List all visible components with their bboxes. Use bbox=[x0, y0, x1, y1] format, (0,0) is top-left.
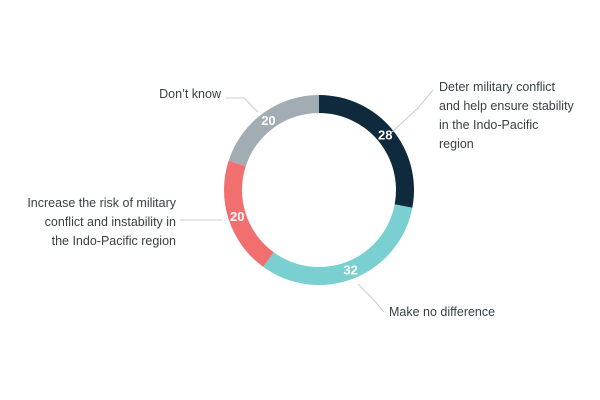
leader-lines bbox=[180, 89, 434, 313]
category-labels: Deter military conflict and help ensure s… bbox=[27, 80, 574, 319]
category-label-line: Increase the risk of military bbox=[27, 196, 176, 210]
slice-make-no-difference bbox=[263, 204, 413, 286]
value-label-make-no-difference: 32 bbox=[343, 262, 357, 277]
category-label-make-no-difference: Make no difference bbox=[389, 305, 495, 319]
category-label-line: Don’t know bbox=[159, 87, 222, 101]
leader-line-make-no-difference bbox=[357, 283, 385, 313]
donut-slices bbox=[224, 95, 415, 286]
category-label-line: in the Indo-Pacific bbox=[439, 118, 538, 132]
slice-increase-the-risk-of-military-conflict-and-instability-in-the-indo-pacific-region bbox=[224, 160, 274, 267]
category-label-line: Make no difference bbox=[389, 305, 495, 319]
value-label-don-t-know: 20 bbox=[261, 113, 275, 128]
value-labels: 28 32 20 20 bbox=[230, 113, 393, 278]
category-label-don-t-know: Don’t know bbox=[159, 87, 222, 101]
value-label-increase-the-risk-of-military-conflict-and-instability-in-the-indo-pacific-region: 20 bbox=[230, 209, 244, 224]
leader-line-don-t-know bbox=[226, 97, 259, 113]
category-label-line: the Indo-Pacific region bbox=[52, 234, 176, 248]
category-label-line: and help ensure stability bbox=[439, 99, 575, 113]
value-label-deter-military-conflict-and-help-ensure-stability-in-the-indo-pacific-region: 28 bbox=[378, 128, 392, 143]
category-label-line: Deter military conflict bbox=[439, 80, 556, 94]
category-label-line: conflict and instability in bbox=[45, 215, 176, 229]
category-label-deter-military-conflict-and-help-ensure-stability-in-the-indo-pacific-region: Deter military conflict and help ensure s… bbox=[439, 80, 575, 151]
leader-line-deter-military-conflict-and-help-ensure-stability-in-the-indo-pacific-region bbox=[391, 89, 434, 133]
slice-deter-military-conflict-and-help-ensure-stability-in-the-indo-pacific-region bbox=[319, 95, 415, 208]
slice-don-t-know bbox=[228, 95, 319, 167]
category-label-line: region bbox=[439, 137, 474, 151]
category-label-increase-the-risk-of-military-conflict-and-instability-in-the-indo-pacific-region: Increase the risk of military conflict an… bbox=[27, 196, 176, 248]
